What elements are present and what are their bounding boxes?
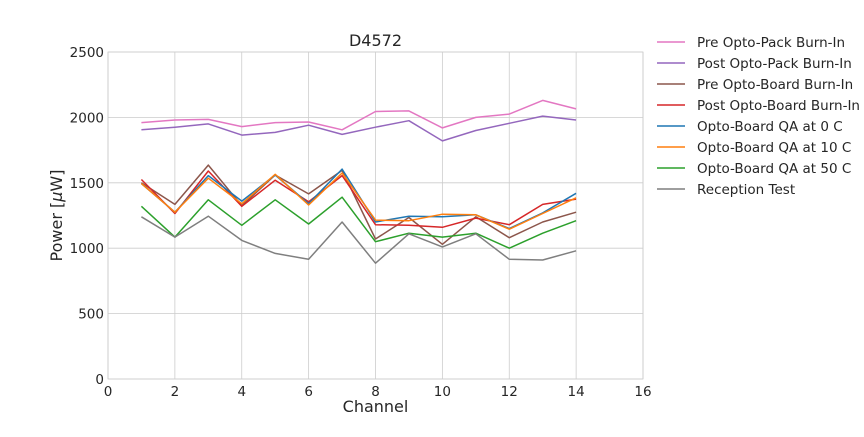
legend-item: Post Opto-Board Burn-In (657, 98, 860, 114)
legend-item: Opto-Board QA at 10 C (657, 140, 851, 156)
series-line-opto-board-qa-at-10-c (140, 172, 577, 230)
y-tick-label: 1000 (70, 241, 104, 257)
series-line-opto-board-qa-at-50-c (140, 196, 577, 249)
x-tick-label: 10 (434, 384, 451, 400)
series-line-post-opto-board-burn-in (140, 170, 577, 229)
y-axis-label: Power [μW] (47, 170, 66, 262)
y-tick-label: 1500 (70, 176, 104, 192)
legend-label: Pre Opto-Board Burn-In (697, 77, 853, 93)
legend-label: Pre Opto-Pack Burn-In (697, 35, 845, 51)
y-axis-label-symbol: μ (47, 192, 66, 203)
y-tick-label: 0 (95, 372, 104, 388)
legend-item: Post Opto-Pack Burn-In (657, 56, 852, 72)
legend-label: Post Opto-Board Burn-In (697, 98, 860, 114)
series-line-pre-opto-pack-burn-in (141, 99, 577, 131)
x-axis-label: Channel (343, 397, 409, 416)
y-axis-label-prefix: Power [ (47, 202, 66, 262)
series-lines (140, 99, 577, 264)
legend-item: Opto-Board QA at 50 C (657, 161, 851, 177)
legend-item: Pre Opto-Board Burn-In (657, 77, 853, 93)
chart-title: D4572 (349, 31, 402, 50)
series-line-reception-test (141, 215, 577, 264)
tick-labels: 0 2 4 6 8 10 12 14 16 0 500 1000 1500 2000 2500 (70, 45, 652, 400)
x-tick-label: 6 (304, 384, 313, 400)
y-tick-label: 500 (78, 307, 104, 323)
x-tick-label: 16 (634, 384, 651, 400)
legend: Pre Opto-Pack Burn-In Post Opto-Pack Burn… (657, 35, 860, 198)
legend-label: Opto-Board QA at 10 C (697, 140, 851, 156)
legend-item: Reception Test (657, 182, 795, 198)
legend-item: Pre Opto-Pack Burn-In (657, 35, 845, 51)
series-line-pre-opto-board-burn-in (140, 164, 577, 246)
x-tick-label: 8 (371, 384, 380, 400)
legend-label: Opto-Board QA at 50 C (697, 161, 851, 177)
legend-label: Opto-Board QA at 0 C (697, 119, 843, 135)
x-tick-label: 4 (237, 384, 246, 400)
legend-label: Reception Test (697, 182, 795, 198)
y-tick-label: 2500 (70, 45, 104, 61)
series-line-post-opto-pack-burn-in (141, 115, 577, 142)
y-axis-label-unit: W] (47, 170, 66, 192)
x-tick-label: 0 (104, 384, 113, 400)
x-tick-label: 2 (171, 384, 180, 400)
y-tick-label: 2000 (70, 110, 104, 126)
legend-item: Opto-Board QA at 0 C (657, 119, 843, 135)
x-tick-label: 14 (568, 384, 585, 400)
plot-frame (107, 51, 644, 380)
legend-label: Post Opto-Pack Burn-In (697, 56, 852, 72)
x-tick-label: 12 (501, 384, 518, 400)
